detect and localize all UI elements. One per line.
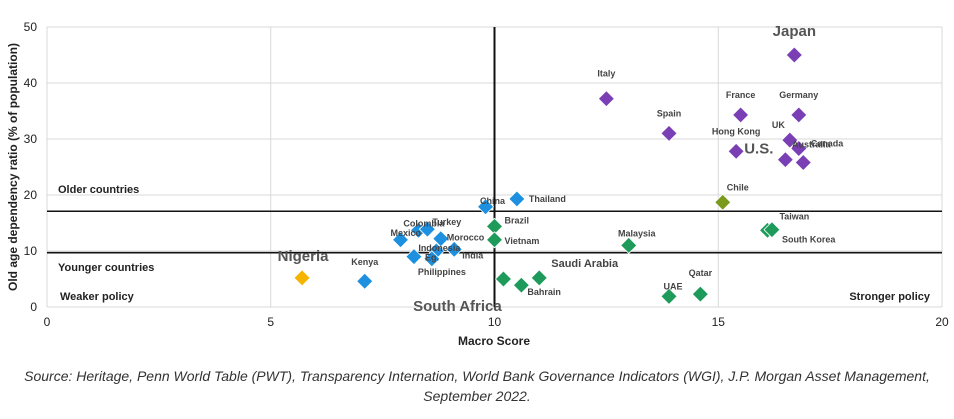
point-turkey: [418, 220, 436, 238]
region-label-older: Older countries: [58, 184, 139, 196]
point-labels: Japan Italy France Germany Spain UK Canada Hong…: [278, 23, 845, 315]
data-points: [293, 46, 812, 305]
point-label-nigeria: Nigeria: [278, 248, 330, 265]
y-tick-label: 10: [24, 244, 38, 258]
region-label-stronger: Stronger policy: [849, 291, 931, 303]
point-mexico: [391, 231, 410, 249]
point-china: [476, 198, 495, 216]
point-label-qatar: Qatar: [689, 268, 713, 278]
point-vietnam: [485, 231, 504, 249]
x-tick-label: 15: [712, 315, 726, 329]
point-japan: [785, 46, 803, 64]
point-saudi-arabia: [530, 269, 548, 287]
point-label-germany: Germany: [779, 90, 818, 100]
point-australia: [794, 153, 812, 172]
point-label-bahrain: Bahrain: [527, 287, 561, 297]
point-label-eg: Eg.: [425, 253, 439, 263]
axis-ticks: 0 5 10 15 20 0 10 20 30 40 50: [24, 20, 949, 329]
point-thailand: [508, 190, 526, 208]
point-italy: [597, 90, 615, 108]
point-hong-kong: [727, 142, 745, 160]
point-label-morocco: Morocco: [447, 233, 485, 243]
point-label-turkey: Turkey: [432, 217, 461, 227]
point-label-china: China: [480, 196, 506, 206]
point-germany: [790, 106, 808, 124]
reference-lines: [47, 27, 942, 307]
y-tick-label: 30: [24, 132, 38, 146]
point-label-saudi-arabia: Saudi Arabia: [551, 258, 619, 270]
source-caption: Source: Heritage, Penn World Table (PWT)…: [24, 368, 930, 404]
region-label-younger: Younger countries: [58, 262, 154, 274]
point-label-uae: UAE: [664, 281, 683, 291]
point-morocco: [432, 230, 450, 248]
point-label-australia: Australia: [792, 140, 832, 150]
x-tick-label: 5: [267, 315, 274, 329]
point-south-africa: [494, 270, 513, 288]
region-label-weaker: Weaker policy: [60, 291, 135, 303]
point-label-philippines: Philippines: [418, 267, 466, 277]
point-label-italy: Italy: [597, 69, 615, 79]
point-uae: [660, 287, 678, 305]
point-label-hong-kong: Hong Kong: [712, 126, 761, 136]
x-tick-label: 10: [488, 315, 502, 329]
point-label-india: India: [462, 250, 484, 260]
point-india: [445, 240, 463, 258]
point-south-korea: [763, 221, 781, 239]
point-malaysia: [620, 236, 638, 254]
point-eg: [405, 248, 423, 266]
point-bahrain: [512, 276, 530, 294]
point-label-spain: Spain: [657, 108, 682, 118]
point-label-kenya: Kenya: [351, 257, 379, 267]
point-label-vietnam: Vietnam: [505, 236, 540, 246]
point-qatar: [691, 285, 709, 303]
point-label-colombia: Colombia: [403, 218, 445, 228]
x-tick-label: 0: [44, 315, 51, 329]
point-label-indonesia: Indonesia: [418, 243, 461, 253]
point-label-south-africa: South Africa: [413, 298, 502, 315]
x-axis-title: Macro Score: [458, 334, 530, 348]
point-label-france: France: [726, 90, 756, 100]
point-label-japan: Japan: [773, 23, 816, 40]
point-nigeria: [293, 269, 311, 287]
point-france: [732, 106, 750, 124]
y-axis-title: Old age dependency ratio (% of populatio…: [6, 43, 20, 291]
point-label-uk: UK: [772, 120, 785, 130]
y-tick-label: 20: [24, 188, 38, 202]
scatter-chart: 0 5 10 15 20 0 10 20 30 40 50 Japan Italy France Germ…: [6, 20, 949, 348]
point-label-mexico: Mexico: [391, 228, 422, 238]
y-tick-label: 50: [24, 20, 38, 34]
point-label-chile: Chile: [727, 182, 749, 192]
point-label-thailand: Thailand: [529, 194, 566, 204]
x-tick-label: 20: [935, 315, 949, 329]
point-label-brazil: Brazil: [505, 215, 530, 225]
point-philippines: [423, 250, 441, 268]
point-label-malaysia: Malaysia: [618, 228, 657, 238]
point-uk: [781, 131, 799, 149]
point-u-s: [776, 151, 794, 169]
point-label-canada: Canada: [811, 139, 845, 149]
point-canada: [790, 139, 808, 158]
point-label-taiwan: Taiwan: [779, 211, 809, 221]
y-tick-label: 40: [24, 76, 38, 90]
point-spain: [660, 124, 678, 142]
point-label-south-korea: South Korea: [782, 235, 836, 245]
y-tick-label: 0: [30, 300, 37, 314]
point-chile: [714, 193, 732, 211]
point-label-u-s: U.S.: [744, 141, 773, 158]
point-kenya: [356, 272, 374, 290]
